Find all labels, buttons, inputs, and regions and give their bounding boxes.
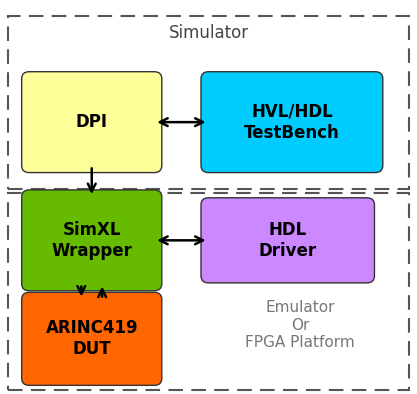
Text: ARINC419
DUT: ARINC419 DUT bbox=[45, 320, 138, 358]
Text: SimXL
Wrapper: SimXL Wrapper bbox=[51, 221, 132, 260]
FancyBboxPatch shape bbox=[22, 190, 162, 291]
FancyBboxPatch shape bbox=[201, 72, 383, 173]
FancyBboxPatch shape bbox=[22, 292, 162, 385]
FancyBboxPatch shape bbox=[201, 198, 374, 283]
Text: DPI: DPI bbox=[76, 113, 108, 131]
Text: HDL
Driver: HDL Driver bbox=[259, 221, 317, 260]
Text: Simulator: Simulator bbox=[168, 24, 249, 42]
FancyBboxPatch shape bbox=[22, 72, 162, 173]
Text: Emulator
Or
FPGA Platform: Emulator Or FPGA Platform bbox=[245, 300, 355, 350]
Text: HVL/HDL
TestBench: HVL/HDL TestBench bbox=[244, 103, 340, 141]
